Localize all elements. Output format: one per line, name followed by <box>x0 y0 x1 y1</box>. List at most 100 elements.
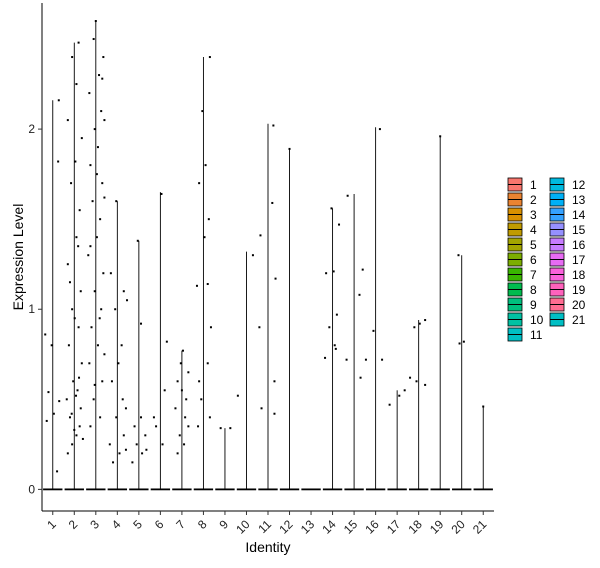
point-3-21 <box>102 56 105 59</box>
point-3-5 <box>96 344 99 347</box>
point-4-10 <box>109 272 112 275</box>
point-2-5 <box>79 407 82 410</box>
x-tick-label-6: 6 <box>152 517 167 532</box>
x-tick-label-15: 15 <box>341 517 361 537</box>
legend-label-18: 18 <box>572 268 586 282</box>
point-8-3 <box>206 362 209 365</box>
point-8-1 <box>208 416 211 419</box>
point-1-0 <box>44 333 47 336</box>
x-tick-label-4: 4 <box>109 517 124 532</box>
point-4-6 <box>110 380 113 383</box>
point-8-9 <box>201 110 204 113</box>
legend-item-19: 19 <box>549 282 586 297</box>
x-tick-label-20: 20 <box>448 517 468 537</box>
point-11-6 <box>272 124 275 127</box>
point-2-11 <box>77 326 80 329</box>
violin-8 <box>193 57 214 491</box>
point-4-11 <box>115 200 118 203</box>
point-5-0 <box>131 461 134 464</box>
point-3-24 <box>101 77 104 80</box>
point-4-7 <box>120 344 123 347</box>
point-8-4 <box>195 284 198 287</box>
point-8-12 <box>206 283 209 286</box>
point-8-0 <box>197 425 200 428</box>
point-15-1 <box>345 358 348 361</box>
point-6-3 <box>165 340 168 343</box>
point-9-0 <box>229 427 232 430</box>
point-2-24 <box>73 428 76 431</box>
point-16-2 <box>372 329 375 332</box>
point-11-7 <box>273 412 276 415</box>
point-21-0 <box>482 405 485 408</box>
point-10-0 <box>236 394 239 397</box>
point-3-27 <box>98 317 101 320</box>
x-ticks: 1 2 3 4 5 6 7 8 9 10 11 12 13 14 15 16 17 18 19 20 21 <box>44 511 490 537</box>
point-7-11 <box>184 416 187 419</box>
point-5-1 <box>141 452 144 455</box>
x-tick-label-14: 14 <box>319 517 339 537</box>
point-18-4 <box>418 322 421 325</box>
violin-6 <box>150 192 171 491</box>
point-2-0 <box>66 452 69 455</box>
legend-item-17: 17 <box>549 252 586 267</box>
violin-7 <box>172 350 192 491</box>
point-20-1 <box>462 340 465 343</box>
point-1-6 <box>58 400 61 403</box>
legend-label-20: 20 <box>572 298 586 312</box>
point-3-4 <box>88 362 91 365</box>
point-7-10 <box>181 349 184 352</box>
point-7-5 <box>185 398 188 401</box>
x-tick-label-7: 7 <box>173 517 188 532</box>
x-tick-label-18: 18 <box>405 517 425 537</box>
point-5-2 <box>135 443 138 446</box>
legend-label-19: 19 <box>572 283 586 297</box>
violin-10 <box>236 251 257 491</box>
legend-item-4: 4 <box>507 222 537 237</box>
point-2-19 <box>80 137 83 140</box>
point-3-7 <box>100 308 103 311</box>
point-2-29 <box>77 245 80 248</box>
violin-20 <box>452 255 472 491</box>
point-3-14 <box>101 182 104 185</box>
point-3-15 <box>89 164 92 167</box>
point-3-1 <box>99 416 102 419</box>
violin-14 <box>322 208 343 491</box>
point-11-4 <box>259 234 262 237</box>
x-tick-label-8: 8 <box>195 517 210 532</box>
point-3-10 <box>87 254 90 257</box>
point-4-12 <box>124 407 127 410</box>
violin-18 <box>408 320 429 491</box>
x-tick-label-10: 10 <box>233 517 253 537</box>
legend-label-12: 12 <box>572 178 586 192</box>
point-18-1 <box>409 376 412 379</box>
point-16-1 <box>364 358 367 361</box>
legend-item-10: 10 <box>507 312 544 327</box>
point-3-16 <box>96 146 99 149</box>
point-5-6 <box>140 322 143 325</box>
violin-5 <box>129 240 149 491</box>
point-3-3 <box>101 380 104 383</box>
point-7-9 <box>179 362 182 365</box>
point-16-3 <box>378 128 381 131</box>
point-3-0 <box>89 425 92 428</box>
legend-label-2: 2 <box>530 193 537 207</box>
point-3-2 <box>92 398 95 401</box>
legend-label-6: 6 <box>530 253 537 267</box>
point-15-4 <box>346 194 349 197</box>
x-tick-label-2: 2 <box>66 517 81 532</box>
point-14-3 <box>335 313 338 316</box>
legend-label-21: 21 <box>572 313 586 327</box>
point-2-8 <box>72 380 75 383</box>
point-2-4 <box>68 416 71 419</box>
point-7-8 <box>187 371 190 374</box>
x-tick-label-21: 21 <box>470 517 490 537</box>
point-8-5 <box>203 236 206 239</box>
point-2-1 <box>71 443 74 446</box>
violin-21 <box>473 406 493 491</box>
point-7-6 <box>180 389 183 392</box>
point-5-8 <box>145 448 148 451</box>
point-3-29 <box>103 119 106 122</box>
legend-item-15: 15 <box>549 222 586 237</box>
legend-item-1: 1 <box>507 177 537 192</box>
point-2-26 <box>78 376 81 379</box>
